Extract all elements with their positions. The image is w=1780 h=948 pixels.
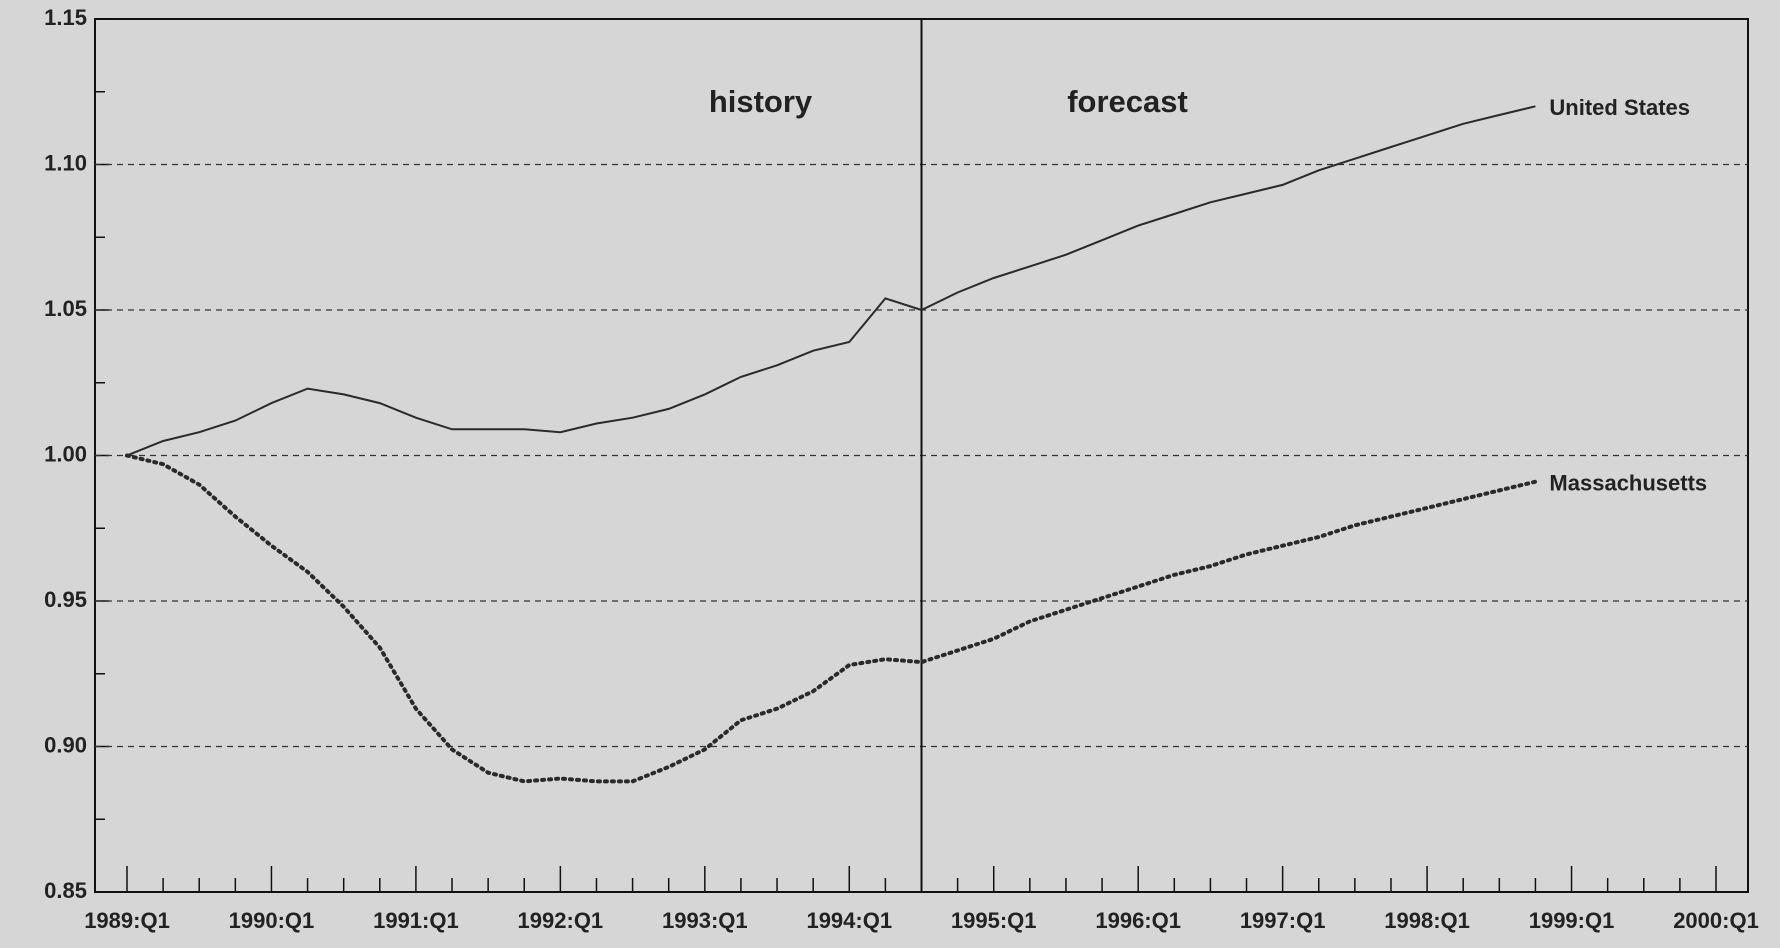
y-tick-label: 0.85	[44, 878, 87, 903]
x-tick-label: 1995:Q1	[951, 908, 1037, 933]
y-tick-label: 1.15	[44, 5, 87, 30]
y-tick-label: 0.95	[44, 587, 87, 612]
x-tick-label: 1993:Q1	[662, 908, 748, 933]
forecast-annotation: forecast	[1067, 84, 1188, 119]
series-label: United States	[1549, 95, 1690, 120]
y-tick-label: 1.10	[44, 150, 87, 175]
y-tick-label: 0.90	[44, 732, 87, 757]
series-line	[126, 105, 1536, 457]
x-tick-label: 1999:Q1	[1529, 908, 1615, 933]
x-tick-label: 1991:Q1	[373, 908, 459, 933]
history-annotation: history	[709, 84, 813, 119]
y-tick-label: 1.05	[44, 296, 87, 321]
x-tick-label: 1996:Q1	[1095, 908, 1181, 933]
x-tick-label: 1994:Q1	[806, 908, 892, 933]
x-tick-label: 1990:Q1	[229, 908, 315, 933]
x-tick-label: 1998:Q1	[1384, 908, 1470, 933]
series-label: Massachusetts	[1549, 471, 1707, 496]
x-tick-label: 1989:Q1	[84, 908, 170, 933]
x-tick-label: 1997:Q1	[1240, 908, 1326, 933]
x-tick-label: 2000:Q1	[1673, 908, 1759, 933]
x-tick-label: 1992:Q1	[518, 908, 604, 933]
series-line	[125, 453, 1538, 784]
y-tick-label: 1.00	[44, 441, 87, 466]
